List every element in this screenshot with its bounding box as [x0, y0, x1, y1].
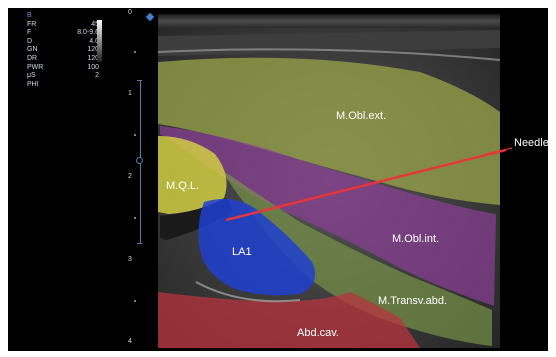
parameter-key: GN — [27, 46, 38, 54]
focus-marker — [136, 157, 143, 164]
parameter-row: D 4.0 — [27, 38, 99, 47]
parameter-row: DR 120 — [27, 55, 99, 64]
depth-label-1: 1 — [128, 90, 132, 97]
depth-label-2: 2 — [128, 173, 132, 180]
obl-int-region — [160, 126, 496, 306]
grayscale-bar — [97, 20, 102, 62]
needle-leader — [485, 147, 513, 155]
parameter-key: PHI — [27, 80, 39, 88]
mode-header: B — [27, 12, 32, 19]
scale-dot-minor — [134, 134, 136, 136]
scale-dot-minor — [134, 300, 136, 302]
label-la1: LA1 — [232, 246, 252, 258]
depth-label-0: 0 — [128, 9, 132, 16]
parameter-value: 120 — [87, 46, 99, 54]
label-ql: M.Q.L. — [166, 180, 200, 192]
transv-abd-region — [222, 170, 492, 346]
parameter-row: PHI — [27, 81, 99, 90]
parameter-row: F 8.0-9.6 — [27, 29, 99, 38]
parameter-value: 100 — [87, 63, 99, 71]
parameter-value: 2 — [95, 72, 99, 80]
label-needle: Needle — [514, 137, 549, 149]
parameter-key: D — [27, 37, 33, 45]
parameter-value: 4.0 — [89, 37, 99, 45]
parameter-key: F — [27, 29, 32, 37]
parameter-row: μS 2 — [27, 72, 99, 81]
parameter-value: 8.0-9.6 — [77, 29, 99, 37]
parameter-key: μS — [27, 72, 36, 80]
la1-region — [198, 198, 316, 296]
abd-cav-region — [158, 292, 420, 348]
parameter-key: PWR — [27, 63, 44, 71]
parameter-panel: B FR 45 F 8.0-9.6 D 4.0 GN 120 DR 120 PWR 100 μS 2 PHI — [27, 12, 99, 89]
parameter-value: 45 — [91, 20, 99, 28]
label-abd-cav: Abd.cav. — [297, 327, 339, 339]
focus-scale-top — [137, 80, 142, 81]
parameter-value: 120 — [87, 54, 99, 62]
skin-layer — [158, 14, 500, 28]
parameter-row: PWR 100 — [27, 64, 99, 73]
depth-label-3: 3 — [128, 256, 132, 263]
parameter-key: DR — [27, 54, 38, 62]
fascia-line — [157, 48, 501, 61]
label-obl-int: M.Obl.int. — [392, 233, 440, 245]
depth-label-4: 4 — [128, 338, 132, 345]
ql-region — [158, 136, 227, 214]
parameter-key: FR — [27, 20, 37, 28]
scale-dot-minor — [134, 217, 136, 219]
parameter-row: GN 120 — [27, 46, 99, 55]
label-obl-ext: M.Obl.ext. — [336, 110, 387, 122]
obl-ext-region — [158, 57, 500, 205]
parameter-row: FR 45 — [27, 21, 99, 30]
needle-line — [225, 148, 507, 222]
focus-scale-bottom — [137, 243, 142, 244]
la1-rim — [195, 281, 301, 303]
label-transv-abd: M.Transv.abd. — [378, 295, 448, 307]
scale-dot-minor — [134, 51, 136, 53]
